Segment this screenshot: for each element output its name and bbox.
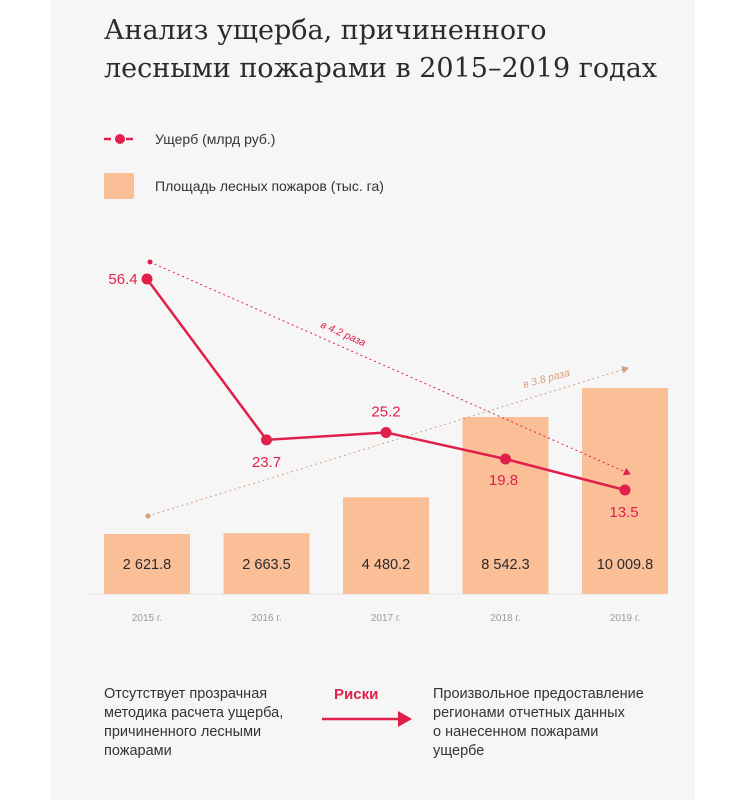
damage-line: 56.4 23.7 25.2 19.8 13.5	[108, 271, 638, 521]
damage-trend-arrow	[149, 261, 631, 476]
damage-value-label: 23.7	[252, 454, 281, 471]
damage-value-label: 19.8	[489, 472, 518, 489]
area-bar-value-label: 2 663.5	[242, 557, 290, 573]
legend: Ущерб (млрд руб.) Площадь лесных пожаров…	[104, 131, 384, 199]
damage-value-label: 56.4	[108, 271, 137, 288]
risk-label: Риски	[334, 686, 379, 703]
area-bar-value-label: 2 621.8	[123, 557, 171, 573]
damage-point	[619, 484, 631, 496]
damage-trend-label: в 4.2 раза	[319, 319, 368, 350]
area-bar-value-label: 4 480.2	[362, 557, 410, 573]
chart-title: Анализ ущерба, причиненного лесными пожа…	[104, 15, 658, 84]
risk-cause-text: Отсутствует прозрачная методика расчета …	[104, 686, 284, 759]
area-trend-arrow	[147, 365, 629, 517]
area-bar	[223, 533, 310, 594]
risk-effect-text: Произвольное предоставление регионами от…	[433, 686, 644, 759]
legend-damage-marker-icon	[115, 134, 125, 144]
area-bar	[104, 534, 190, 594]
x-tick-label: 2018 г.	[490, 613, 520, 624]
legend-area-label: Площадь лесных пожаров (тыс. га)	[155, 178, 384, 194]
area-bar	[343, 497, 429, 594]
damage-point	[380, 426, 392, 438]
x-tick-label: 2017 г.	[371, 613, 401, 624]
area-bars: 2 621.8 2 663.5 4 480.2 8 542.3 10 009.8	[104, 388, 668, 594]
legend-damage-label: Ущерб (млрд руб.)	[155, 131, 275, 147]
legend-area-swatch-icon	[104, 173, 134, 199]
x-tick-label: 2019 г.	[610, 613, 640, 624]
x-tick-label: 2015 г.	[132, 613, 162, 624]
damage-value-label: 13.5	[609, 504, 638, 521]
area-bar-value-label: 10 009.8	[597, 557, 653, 573]
risk-arrow-head-icon	[398, 711, 412, 727]
damage-point	[261, 434, 272, 446]
x-axis-ticks: 2015 г. 2016 г. 2017 г. 2018 г. 2019 г.	[132, 613, 640, 624]
damage-series-line	[145, 278, 626, 492]
damage-trend-start-dot	[147, 259, 153, 265]
damage-point	[500, 453, 511, 465]
x-tick-label: 2016 г.	[251, 613, 281, 624]
area-bar	[462, 417, 549, 594]
area-trend-start-dot	[145, 513, 151, 519]
damage-point	[141, 273, 153, 285]
area-bar-value-label: 8 542.3	[481, 557, 529, 573]
damage-value-label: 25.2	[371, 403, 400, 420]
